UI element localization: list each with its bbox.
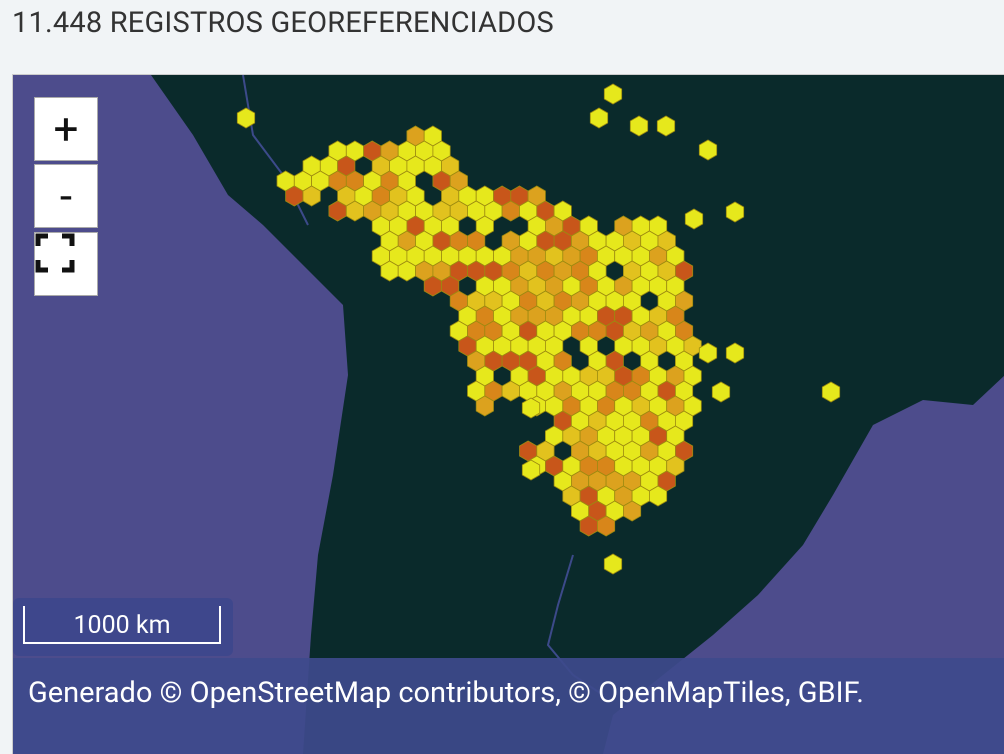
- attribution: Generado © OpenStreetMap contributors, ©…: [13, 658, 1004, 754]
- hex-cell: [698, 342, 718, 364]
- hex-cell: [302, 185, 321, 207]
- hex-cell: [521, 397, 541, 419]
- hex-cell: [656, 115, 676, 137]
- zoom-out-button[interactable]: -: [34, 164, 98, 228]
- scale-box: 1000 km: [13, 598, 233, 656]
- hex-cell: [725, 201, 745, 223]
- scale-label: 1000 km: [23, 606, 221, 644]
- hex-layer: [236, 83, 841, 575]
- hex-cell: [711, 381, 731, 403]
- hex-cell: [521, 459, 541, 481]
- hex-cell: [649, 485, 668, 507]
- attribution-text: Generado © OpenStreetMap contributors, ©…: [28, 676, 864, 710]
- hex-cell: [475, 395, 494, 417]
- fullscreen-button[interactable]: [34, 232, 98, 296]
- hex-cell: [821, 381, 841, 403]
- hex-cell: [603, 553, 623, 575]
- hex-cell: [236, 107, 256, 129]
- hex-cell: [698, 139, 718, 161]
- fullscreen-icon: [35, 233, 75, 273]
- hex-cell: [623, 500, 642, 522]
- zoom-in-button[interactable]: +: [34, 97, 98, 161]
- hex-cell: [603, 83, 623, 105]
- hex-cell: [684, 208, 704, 230]
- hex-cell: [725, 342, 745, 364]
- hex-cell: [597, 515, 616, 537]
- map-canvas: [13, 75, 1004, 754]
- hex-cell: [629, 115, 649, 137]
- map[interactable]: + - 1000 km Generado © OpenStreetMap con…: [12, 74, 1004, 754]
- header-title: 11.448 REGISTROS GEOREFERENCIADOS: [12, 6, 554, 40]
- hex-cell: [589, 107, 609, 129]
